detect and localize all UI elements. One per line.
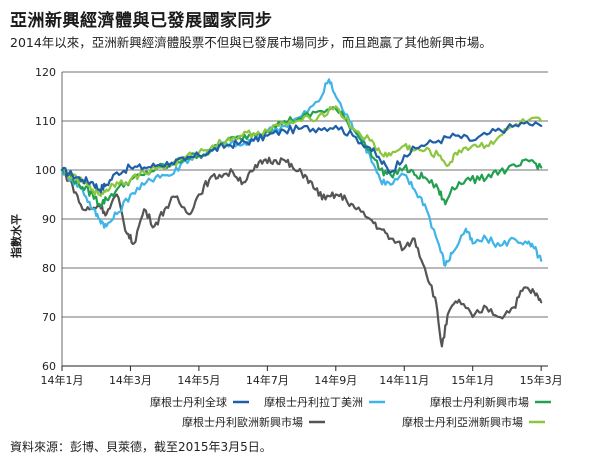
x-tick-label: 15年3月 bbox=[520, 373, 563, 387]
y-tick-label: 70 bbox=[42, 311, 56, 324]
x-tick-label: 15年1月 bbox=[451, 373, 494, 387]
x-tick-label: 14年9月 bbox=[314, 373, 357, 387]
legend-label: 摩根士丹利歐洲新興市場 bbox=[182, 415, 303, 429]
y-axis: 60 70 80 90 100 110 120 bbox=[35, 66, 63, 373]
series-line-3 bbox=[60, 156, 543, 348]
y-tick-label: 80 bbox=[42, 262, 56, 275]
y-tick-label: 90 bbox=[42, 213, 56, 226]
x-tick-label: 14年1月 bbox=[41, 373, 84, 387]
series-line-1 bbox=[60, 78, 543, 267]
legend-label: 摩根士丹利亞洲新興市場 bbox=[402, 415, 523, 429]
legend-label: 摩根士丹利全球 bbox=[150, 395, 227, 409]
chart-title: 亞洲新興經濟體與已發展國家同步 bbox=[10, 11, 273, 31]
series-lines bbox=[60, 78, 543, 348]
y-tick-label: 120 bbox=[35, 66, 56, 79]
series-line-0 bbox=[60, 120, 543, 194]
y-axis-label: 指數水平 bbox=[9, 214, 23, 258]
y-tick-label: 100 bbox=[35, 164, 56, 177]
x-axis: 14年1月 14年3月 14年5月 14年7月 14年9月 14年11月 15年1月 15年3… bbox=[41, 365, 563, 387]
x-tick-label: 14年5月 bbox=[177, 373, 220, 387]
x-tick-label: 14年11月 bbox=[379, 373, 429, 387]
y-tick-label: 110 bbox=[35, 115, 56, 128]
y-tick-label: 60 bbox=[42, 360, 56, 373]
x-tick-label: 14年7月 bbox=[246, 373, 289, 387]
series-line-4 bbox=[60, 105, 543, 197]
legend-label: 摩根士丹利拉丁美洲 bbox=[264, 395, 363, 409]
source-note: 資料來源：彭博、貝萊德，截至2015年3月5日。 bbox=[10, 440, 272, 454]
x-tick-label: 14年3月 bbox=[109, 373, 152, 387]
chart-subtitle: 2014年以來，亞洲新興經濟體股票不但與已發展市場同步，而且跑贏了其他新興市場。 bbox=[10, 35, 492, 50]
series-line-2 bbox=[60, 106, 543, 208]
legend-label: 摩根士丹利新興市場 bbox=[430, 395, 529, 409]
